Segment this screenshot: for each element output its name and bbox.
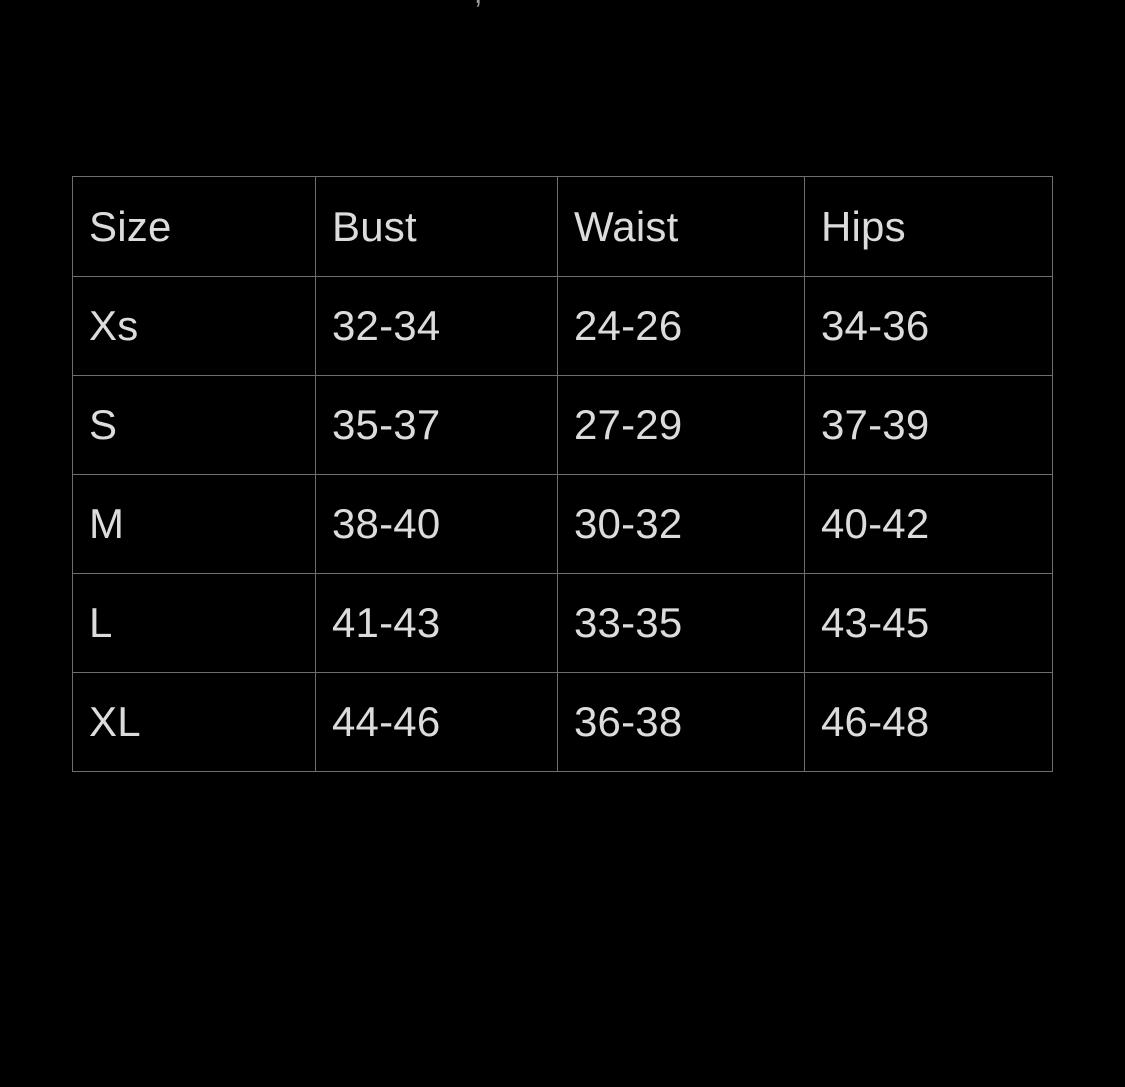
cell-size: XL [72,672,316,772]
cell-size: L [72,573,316,673]
cell-hips: 43-45 [804,573,1053,673]
table-header-row: Size Bust Waist Hips [72,176,1053,277]
column-header-waist: Waist [557,176,805,277]
table-row: Xs 32-34 24-26 34-36 [72,276,1053,376]
column-header-bust: Bust [315,176,558,277]
cell-waist: 24-26 [557,276,805,376]
cell-size: M [72,474,316,574]
cell-bust: 35-37 [315,375,558,475]
cell-waist: 36-38 [557,672,805,772]
cell-hips: 40-42 [804,474,1053,574]
table-header: Size Bust Waist Hips [72,176,1053,277]
column-header-hips: Hips [804,176,1053,277]
table-row: L 41-43 33-35 43-45 [72,573,1053,673]
cell-size: Xs [72,276,316,376]
cell-bust: 41-43 [315,573,558,673]
cell-waist: 30-32 [557,474,805,574]
clipped-top-text: , [474,0,482,9]
cell-hips: 37-39 [804,375,1053,475]
table-row: S 35-37 27-29 37-39 [72,375,1053,475]
cell-hips: 34-36 [804,276,1053,376]
size-chart-table: Size Bust Waist Hips Xs 32-34 24-26 34-3… [72,176,1053,772]
table-body: Xs 32-34 24-26 34-36 S 35-37 27-29 37-39… [72,276,1053,772]
table-row: XL 44-46 36-38 46-48 [72,672,1053,772]
table-row: M 38-40 30-32 40-42 [72,474,1053,574]
column-header-size: Size [72,176,316,277]
cell-bust: 38-40 [315,474,558,574]
cell-bust: 44-46 [315,672,558,772]
cell-size: S [72,375,316,475]
cell-hips: 46-48 [804,672,1053,772]
cell-waist: 27-29 [557,375,805,475]
cell-bust: 32-34 [315,276,558,376]
cell-waist: 33-35 [557,573,805,673]
